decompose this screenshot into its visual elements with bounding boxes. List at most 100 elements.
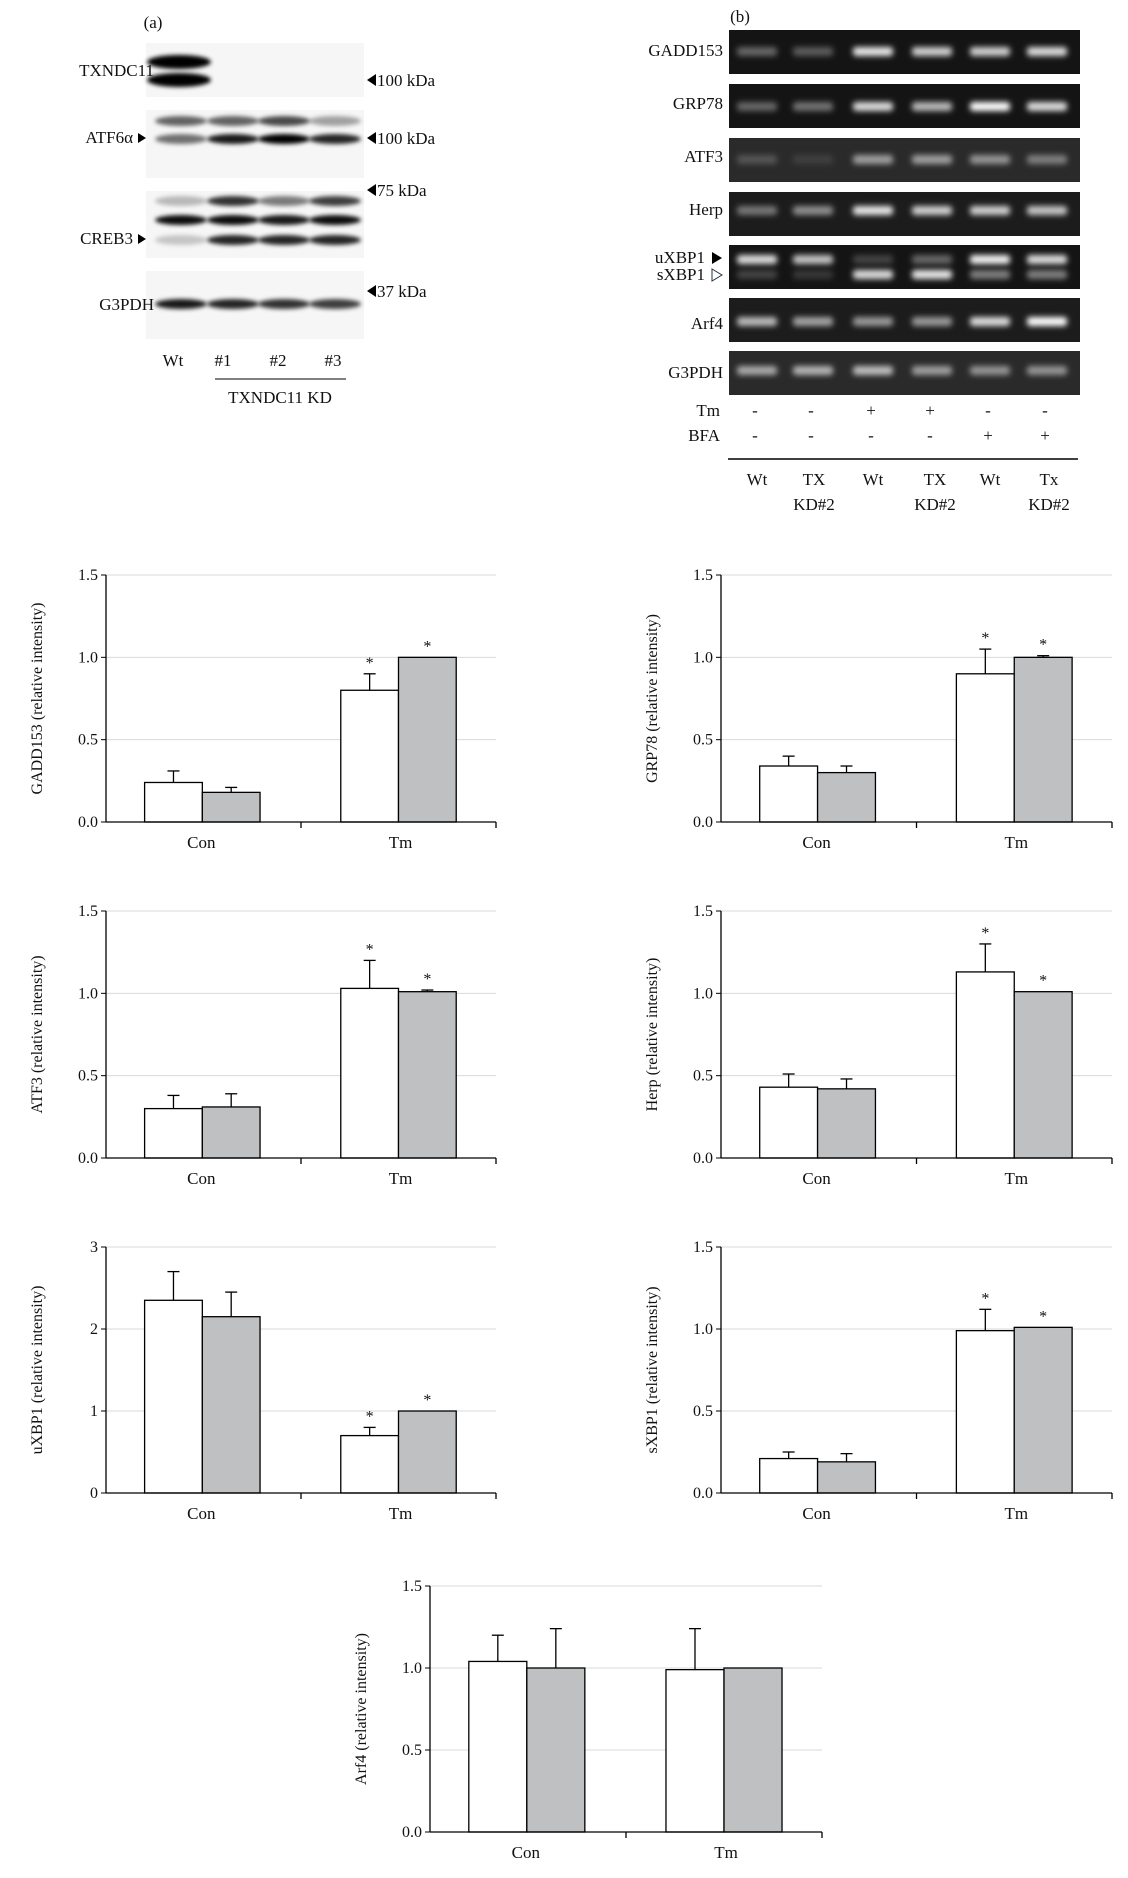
bar: [759, 1457, 819, 1494]
bar: [143, 1107, 203, 1159]
chart-1: 0.0 0.5 1.0 1.5 GADD153 (relative intensity)…: [29, 567, 497, 852]
bar: [759, 765, 819, 823]
y-tick-label: 0.5: [693, 1403, 713, 1420]
marker-arrow-icon: [367, 132, 376, 144]
band: [258, 116, 310, 126]
bar: [759, 1086, 819, 1159]
blot-label: TXNDC11: [79, 61, 154, 80]
significance-mark: *: [1039, 973, 1047, 990]
x-category-label: Con: [802, 833, 831, 852]
band: [853, 206, 893, 215]
band: [737, 270, 777, 279]
significance-mark: *: [423, 971, 431, 988]
y-tick-label: 1.5: [78, 567, 98, 584]
band: [912, 317, 952, 326]
gel-image: [729, 84, 1080, 128]
band: [970, 270, 1010, 279]
bar: [397, 991, 457, 1159]
gel-image: [729, 298, 1080, 342]
significance-mark: *: [1039, 1308, 1047, 1325]
treatment-value: -: [985, 401, 991, 420]
band: [793, 206, 833, 215]
blot-label: CREB3: [80, 229, 133, 248]
blot-creb3: CREB3 75 kDa: [80, 181, 427, 258]
treatment-value: -: [752, 401, 758, 420]
band: [853, 317, 893, 326]
x-category-label: Con: [187, 833, 216, 852]
band: [155, 116, 207, 126]
band: [1027, 102, 1067, 111]
band: [737, 155, 777, 164]
y-tick-label: 3: [90, 1239, 98, 1256]
y-tick-label: 1.0: [693, 985, 713, 1002]
y-tick-label: 1.0: [78, 985, 98, 1002]
band: [853, 270, 893, 279]
y-tick-label: 1.5: [693, 903, 713, 920]
bar: [1013, 991, 1073, 1159]
panel-label: (a): [144, 13, 163, 32]
x-category-label: Con: [187, 1504, 216, 1523]
size-marker: 100 kDa: [377, 129, 436, 148]
x-category-label: Con: [802, 1169, 831, 1188]
band: [737, 255, 777, 264]
treatment-label: BFA: [688, 426, 721, 445]
y-tick-label: 0.5: [78, 1068, 98, 1085]
marker-arrow-icon: [367, 74, 376, 86]
gel-xbp1: [729, 245, 1080, 289]
lane-label: Wt: [863, 470, 884, 489]
x-category-label: Tm: [1004, 833, 1028, 852]
band: [147, 73, 211, 87]
blot-g3pdh: G3PDH 37 kDa: [99, 271, 427, 339]
bar: [340, 689, 400, 823]
band: [309, 196, 361, 206]
band: [912, 206, 952, 215]
bar: [201, 791, 261, 823]
bar-charts: 0.0 0.5 1.0 1.5 GADD153 (relative intensity)…: [29, 567, 1113, 1862]
x-category-label: Tm: [389, 1504, 413, 1523]
band: [309, 235, 361, 245]
bar: [955, 1329, 1015, 1494]
blot-atf6α: ATF6α 100 kDa: [85, 110, 436, 178]
gel-label: sXBP1: [657, 265, 705, 284]
chart-6: 0.0 0.5 1.0 1.5 sXBP1 (relative intensity) Co…: [644, 1239, 1113, 1523]
band: [258, 235, 310, 245]
band: [309, 299, 361, 309]
gel-arf4: [729, 298, 1080, 342]
band: [155, 299, 207, 309]
y-axis-label: uXBP1 (relative intensity): [29, 1286, 46, 1455]
bar: [143, 781, 203, 823]
lane-label: Wt: [980, 470, 1001, 489]
x-category-label: Tm: [389, 833, 413, 852]
band: [737, 206, 777, 215]
y-tick-label: 1: [90, 1403, 98, 1420]
band: [793, 155, 833, 164]
bar: [1013, 1326, 1073, 1494]
band: [207, 299, 259, 309]
band: [853, 102, 893, 111]
bar: [816, 1461, 877, 1494]
band: [793, 366, 833, 375]
treatment-value: +: [866, 401, 876, 420]
y-tick-label: 2: [90, 1321, 98, 1338]
band: [793, 102, 833, 111]
size-marker: 75 kDa: [377, 181, 427, 200]
band: [258, 134, 310, 144]
y-tick-label: 0.5: [693, 1068, 713, 1085]
y-tick-label: 0.5: [78, 732, 98, 749]
blot-txndc11: TXNDC11 100 kDa: [79, 43, 436, 97]
treatment-value: -: [868, 426, 874, 445]
band: [912, 102, 952, 111]
gel-atf3: [729, 138, 1080, 182]
band: [912, 47, 952, 56]
y-tick-label: 0.0: [402, 1824, 422, 1841]
group-label: TXNDC11 KD: [228, 388, 332, 407]
bar: [955, 673, 1015, 823]
band: [258, 299, 310, 309]
y-tick-label: 0.0: [693, 1485, 713, 1502]
band: [853, 366, 893, 375]
band: [970, 206, 1010, 215]
band: [309, 134, 361, 144]
marker-arrow-icon: [367, 285, 376, 297]
x-category-label: Con: [802, 1504, 831, 1523]
band: [1027, 206, 1067, 215]
